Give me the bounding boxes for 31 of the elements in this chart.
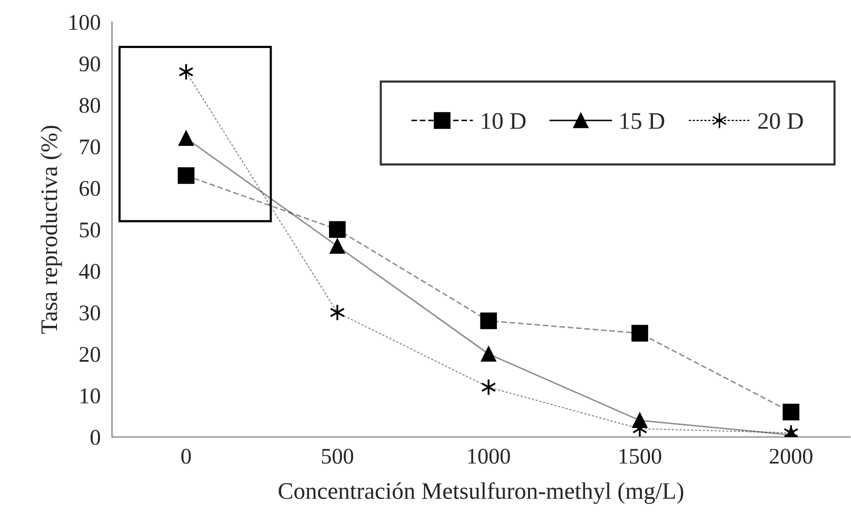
y-tick-label: 40 <box>79 264 100 279</box>
y-tick-label: 0 <box>90 430 100 445</box>
point <box>782 404 800 420</box>
point <box>330 238 345 254</box>
y-tick-label: 90 <box>79 56 100 72</box>
legend-label: 20 D <box>758 113 803 129</box>
point <box>480 312 497 330</box>
x-tick-label: 500 <box>322 448 354 464</box>
x-tick-label: 2000 <box>770 448 812 464</box>
y-tick-label: 60 <box>80 180 100 196</box>
point <box>329 221 346 238</box>
legend-label: 10 D <box>482 113 526 129</box>
y-tick-label: 50 <box>80 222 100 238</box>
y-axis-title: Tasa reproductiva (%) <box>40 126 62 334</box>
legend-label: 15 D <box>620 113 664 129</box>
x-axis-title: Concentración Metsulfuron-methyl (mg/L) <box>278 482 684 504</box>
x-tick-label: 0 <box>181 448 191 464</box>
y-tick-label: 10 <box>80 388 100 404</box>
x-tick-label: 1000 <box>468 448 510 464</box>
y-tick-label: 70 <box>80 139 100 154</box>
y-tick-label: 100 <box>70 14 100 30</box>
point <box>481 378 496 396</box>
point <box>480 346 496 362</box>
point <box>178 63 194 80</box>
y-tick-label: 80 <box>80 98 100 113</box>
point <box>631 324 648 342</box>
x-tick-label: 1500 <box>620 448 662 464</box>
y-tick-label: 30 <box>80 305 100 320</box>
point <box>178 130 194 146</box>
y-tick-label: 20 <box>80 346 100 362</box>
point <box>178 167 194 184</box>
